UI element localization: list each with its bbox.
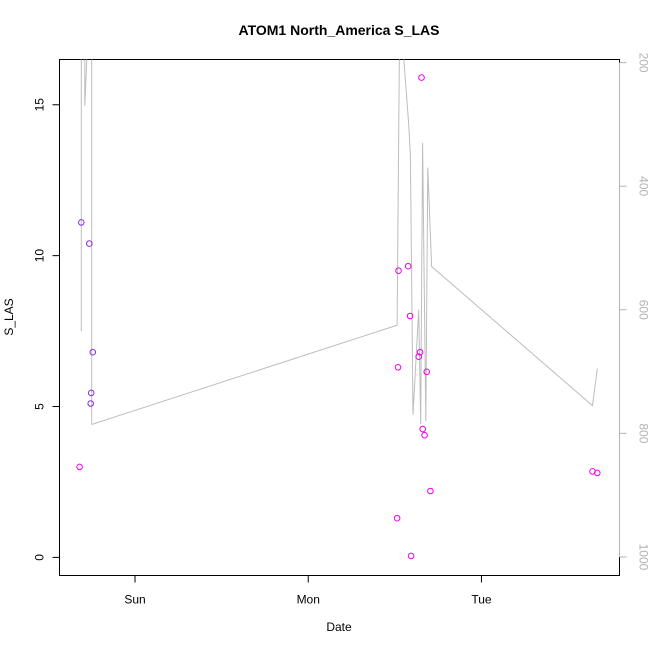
- y2-tick-label-2: 600: [637, 300, 650, 320]
- y-axis: 0 5 10 15: [33, 98, 60, 561]
- data-point-18: [427, 487, 434, 495]
- data-point-1: [78, 219, 85, 226]
- points-layer: [76, 74, 601, 560]
- data-point-7: [394, 364, 402, 371]
- data-point-16: [421, 431, 428, 439]
- y-tick-label-2: 10: [33, 249, 47, 263]
- data-point-13: [416, 348, 424, 356]
- y-tick-label-1: 5: [33, 403, 47, 410]
- data-point-15: [419, 425, 427, 433]
- y-tick-label-3: 15: [33, 98, 47, 112]
- data-point-0: [76, 463, 83, 471]
- data-point-10: [406, 312, 414, 320]
- x-axis: Sun Mon Tue: [124, 575, 492, 607]
- series-line-layer: [80, 59, 598, 425]
- data-point-5: [89, 348, 97, 356]
- y2-tick-label-1: 400: [637, 176, 650, 196]
- y-tick-label-0: 0: [33, 554, 47, 561]
- data-point-14: [418, 74, 425, 81]
- y-axis-label: S_LAS: [2, 298, 16, 335]
- data-point-6: [393, 514, 401, 522]
- x-tick-label-1: Mon: [297, 593, 320, 607]
- data-point-4: [87, 389, 95, 397]
- data-point-12: [415, 353, 423, 361]
- y2-tick-label-0: 200: [637, 53, 650, 73]
- y2-tick-label-3: 800: [637, 423, 650, 443]
- data-point-9: [404, 262, 412, 270]
- y2-tick-label-4: 1000: [637, 544, 650, 571]
- plot-area: [59, 59, 620, 576]
- data-point-20: [594, 469, 601, 477]
- data-point-17: [423, 368, 431, 376]
- y2-axis: 200 400 600 800 1000: [619, 53, 650, 571]
- data-point-11: [407, 552, 415, 560]
- data-point-3: [87, 400, 94, 407]
- x-tick-label-0: Sun: [124, 593, 145, 607]
- chart-title: ATOM1 North_America S_LAS: [239, 22, 440, 38]
- series-line: [80, 59, 598, 425]
- data-point-2: [86, 240, 93, 247]
- x-tick-label-2: Tue: [471, 593, 492, 607]
- x-axis-label: Date: [326, 620, 352, 634]
- data-point-8: [395, 267, 402, 275]
